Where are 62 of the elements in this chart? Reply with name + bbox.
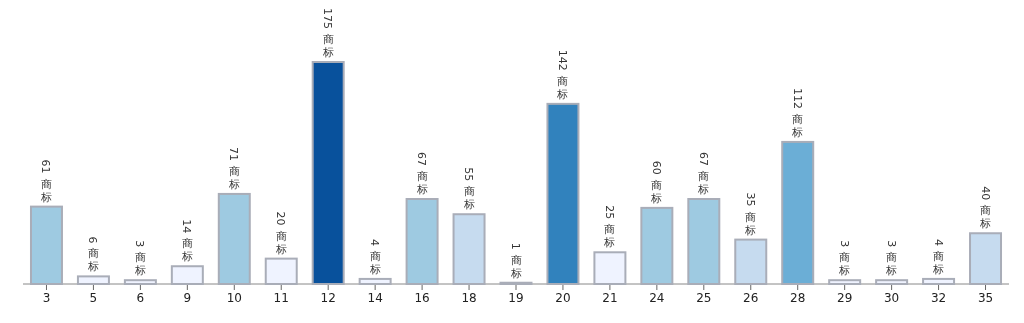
data-label: 112 商标	[790, 87, 804, 139]
x-tick-label: 20	[555, 291, 571, 305]
x-tick-label: 26	[743, 291, 759, 305]
bar	[781, 140, 815, 285]
bar	[546, 102, 580, 285]
data-label: 14 商标	[180, 219, 194, 264]
bar	[29, 205, 63, 285]
bar	[593, 251, 627, 285]
x-tick-label: 32	[930, 291, 947, 305]
data-label: 60 商标	[649, 160, 663, 205]
x-tick-label: 16	[414, 291, 430, 305]
x-tick-label: 6	[136, 291, 145, 305]
bar	[217, 192, 251, 285]
bar	[405, 198, 439, 285]
x-tick-label: 35	[977, 291, 994, 305]
x-tick-label: 19	[508, 291, 524, 305]
data-label: 71 商标	[227, 146, 241, 191]
x-tick-label: 18	[461, 291, 477, 305]
bar	[687, 198, 721, 285]
x-tick-label: 14	[367, 291, 383, 305]
x-tick-label: 24	[649, 291, 665, 305]
data-label: 67 商标	[696, 152, 710, 197]
data-label: 61 商标	[39, 159, 53, 204]
bar	[734, 238, 768, 285]
data-label: 25 商标	[602, 205, 616, 250]
data-label: 4 商标	[368, 238, 382, 276]
bar	[640, 206, 674, 285]
x-tick-label: 21	[602, 291, 618, 305]
x-tick-label: 28	[790, 291, 806, 305]
bar	[875, 279, 909, 285]
x-tick-label: 5	[89, 291, 98, 305]
x-tick-label: 30	[883, 291, 900, 305]
x-tick-label: 25	[696, 291, 712, 305]
bar	[123, 279, 157, 285]
bar	[76, 275, 110, 285]
x-tick-label: 10	[226, 291, 242, 305]
data-label: 142 商标	[555, 49, 569, 101]
x-tick-label: 9	[183, 291, 192, 305]
bar	[311, 61, 345, 285]
data-label: 40 商标	[978, 186, 992, 231]
data-label: 20 商标	[274, 211, 288, 256]
data-label: 67 商标	[415, 152, 429, 197]
bar	[828, 279, 862, 285]
data-label: 3 商标	[837, 240, 851, 278]
x-tick-label: 29	[837, 291, 853, 305]
data-label: 3 商标	[884, 240, 898, 278]
data-label: 1 商标	[509, 242, 522, 280]
data-label: 175 商标	[321, 8, 335, 59]
x-tick-label: 3	[42, 291, 51, 305]
bar	[358, 277, 392, 285]
bar	[969, 232, 1003, 285]
bar	[452, 213, 486, 285]
data-label: 6 商标	[86, 236, 100, 274]
data-label: 55 商标	[462, 167, 476, 212]
bar	[264, 257, 298, 285]
bar	[170, 265, 204, 285]
x-tick-label: 11	[273, 291, 289, 305]
data-label: 35 商标	[743, 192, 757, 237]
bar	[922, 277, 956, 285]
x-tick-label: 12	[320, 291, 336, 305]
data-label: 3 商标	[133, 240, 147, 278]
data-label: 4 商标	[931, 238, 945, 276]
